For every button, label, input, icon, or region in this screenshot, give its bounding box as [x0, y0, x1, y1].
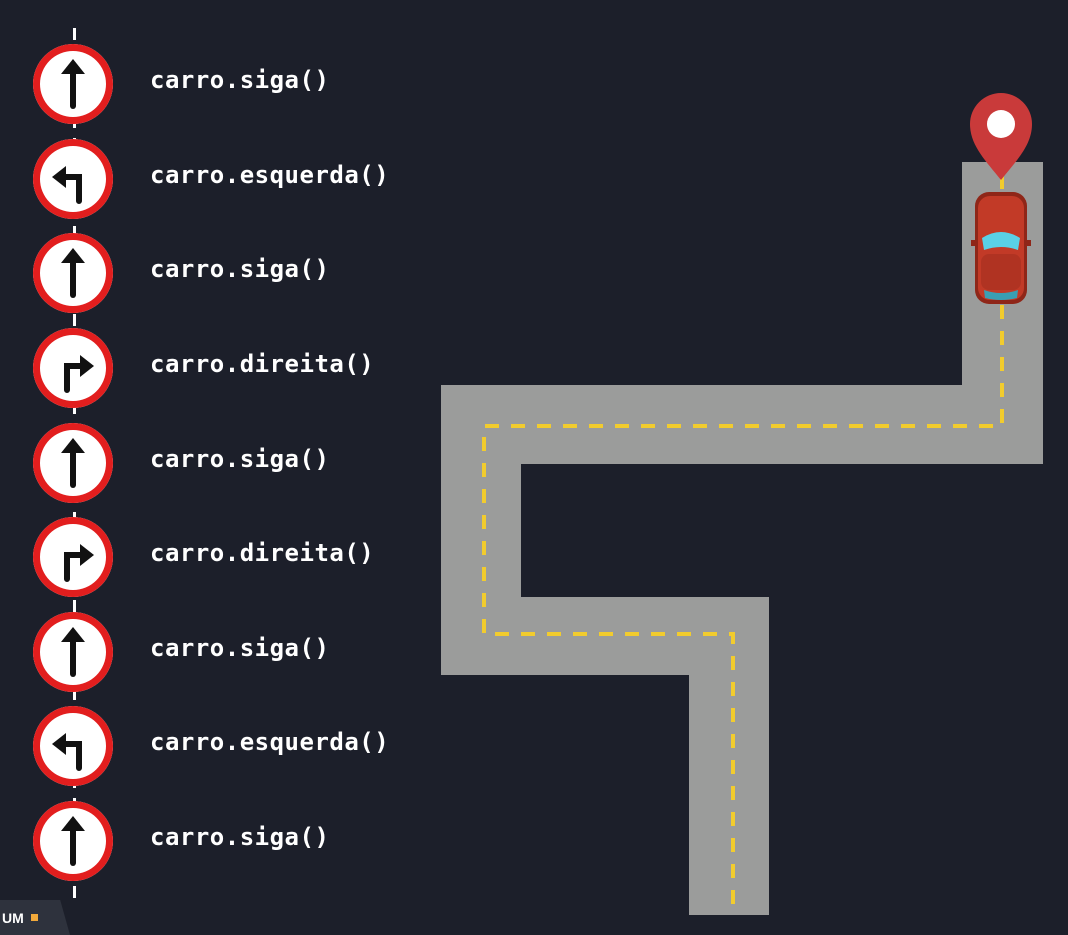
straight-sign-icon — [33, 44, 113, 124]
up-arrow-icon — [61, 438, 85, 488]
command-label: carro.siga() — [150, 445, 330, 473]
command-label: carro.siga() — [150, 823, 330, 851]
straight-sign-icon — [33, 233, 113, 313]
command-item[interactable]: carro.siga() — [30, 801, 430, 891]
straight-sign-icon — [33, 801, 113, 881]
turn-left-sign-icon — [33, 139, 113, 219]
up-arrow-icon — [61, 627, 85, 677]
command-item[interactable]: carro.siga() — [30, 423, 430, 513]
lane-marking — [482, 175, 1004, 905]
logo-text: UM — [2, 910, 24, 926]
command-label: carro.direita() — [150, 539, 375, 567]
command-item[interactable]: carro.siga() — [30, 233, 430, 323]
turn-left-arrow-icon — [52, 733, 82, 771]
command-label: carro.siga() — [150, 634, 330, 662]
turn-right-sign-icon — [33, 328, 113, 408]
turn-right-arrow-icon — [64, 355, 94, 393]
up-arrow-icon — [61, 248, 85, 298]
command-item[interactable]: carro.siga() — [30, 44, 430, 134]
command-item[interactable]: carro.siga() — [30, 612, 430, 702]
turn-right-arrow-icon — [64, 544, 94, 582]
command-label: carro.esquerda() — [150, 161, 390, 189]
command-list: carro.siga() carro.esquerda() carro.siga()… — [0, 0, 440, 935]
command-item[interactable]: carro.direita() — [30, 328, 430, 418]
command-item[interactable]: carro.esquerda() — [30, 706, 430, 796]
command-label: carro.direita() — [150, 350, 375, 378]
destination-pin-icon — [970, 93, 1032, 180]
turn-right-sign-icon — [33, 517, 113, 597]
straight-sign-icon — [33, 612, 113, 692]
straight-sign-icon — [33, 423, 113, 503]
command-label: carro.siga() — [150, 255, 330, 283]
up-arrow-icon — [61, 816, 85, 866]
command-label: carro.siga() — [150, 66, 330, 94]
road — [441, 162, 1043, 915]
logo-tab: UM — [0, 900, 70, 935]
car-icon — [971, 192, 1031, 304]
command-label: carro.esquerda() — [150, 728, 390, 756]
turn-left-arrow-icon — [52, 166, 82, 204]
logo-dot — [31, 914, 38, 921]
up-arrow-icon — [61, 59, 85, 109]
turn-left-sign-icon — [33, 706, 113, 786]
command-item[interactable]: carro.esquerda() — [30, 139, 430, 229]
command-item[interactable]: carro.direita() — [30, 517, 430, 607]
